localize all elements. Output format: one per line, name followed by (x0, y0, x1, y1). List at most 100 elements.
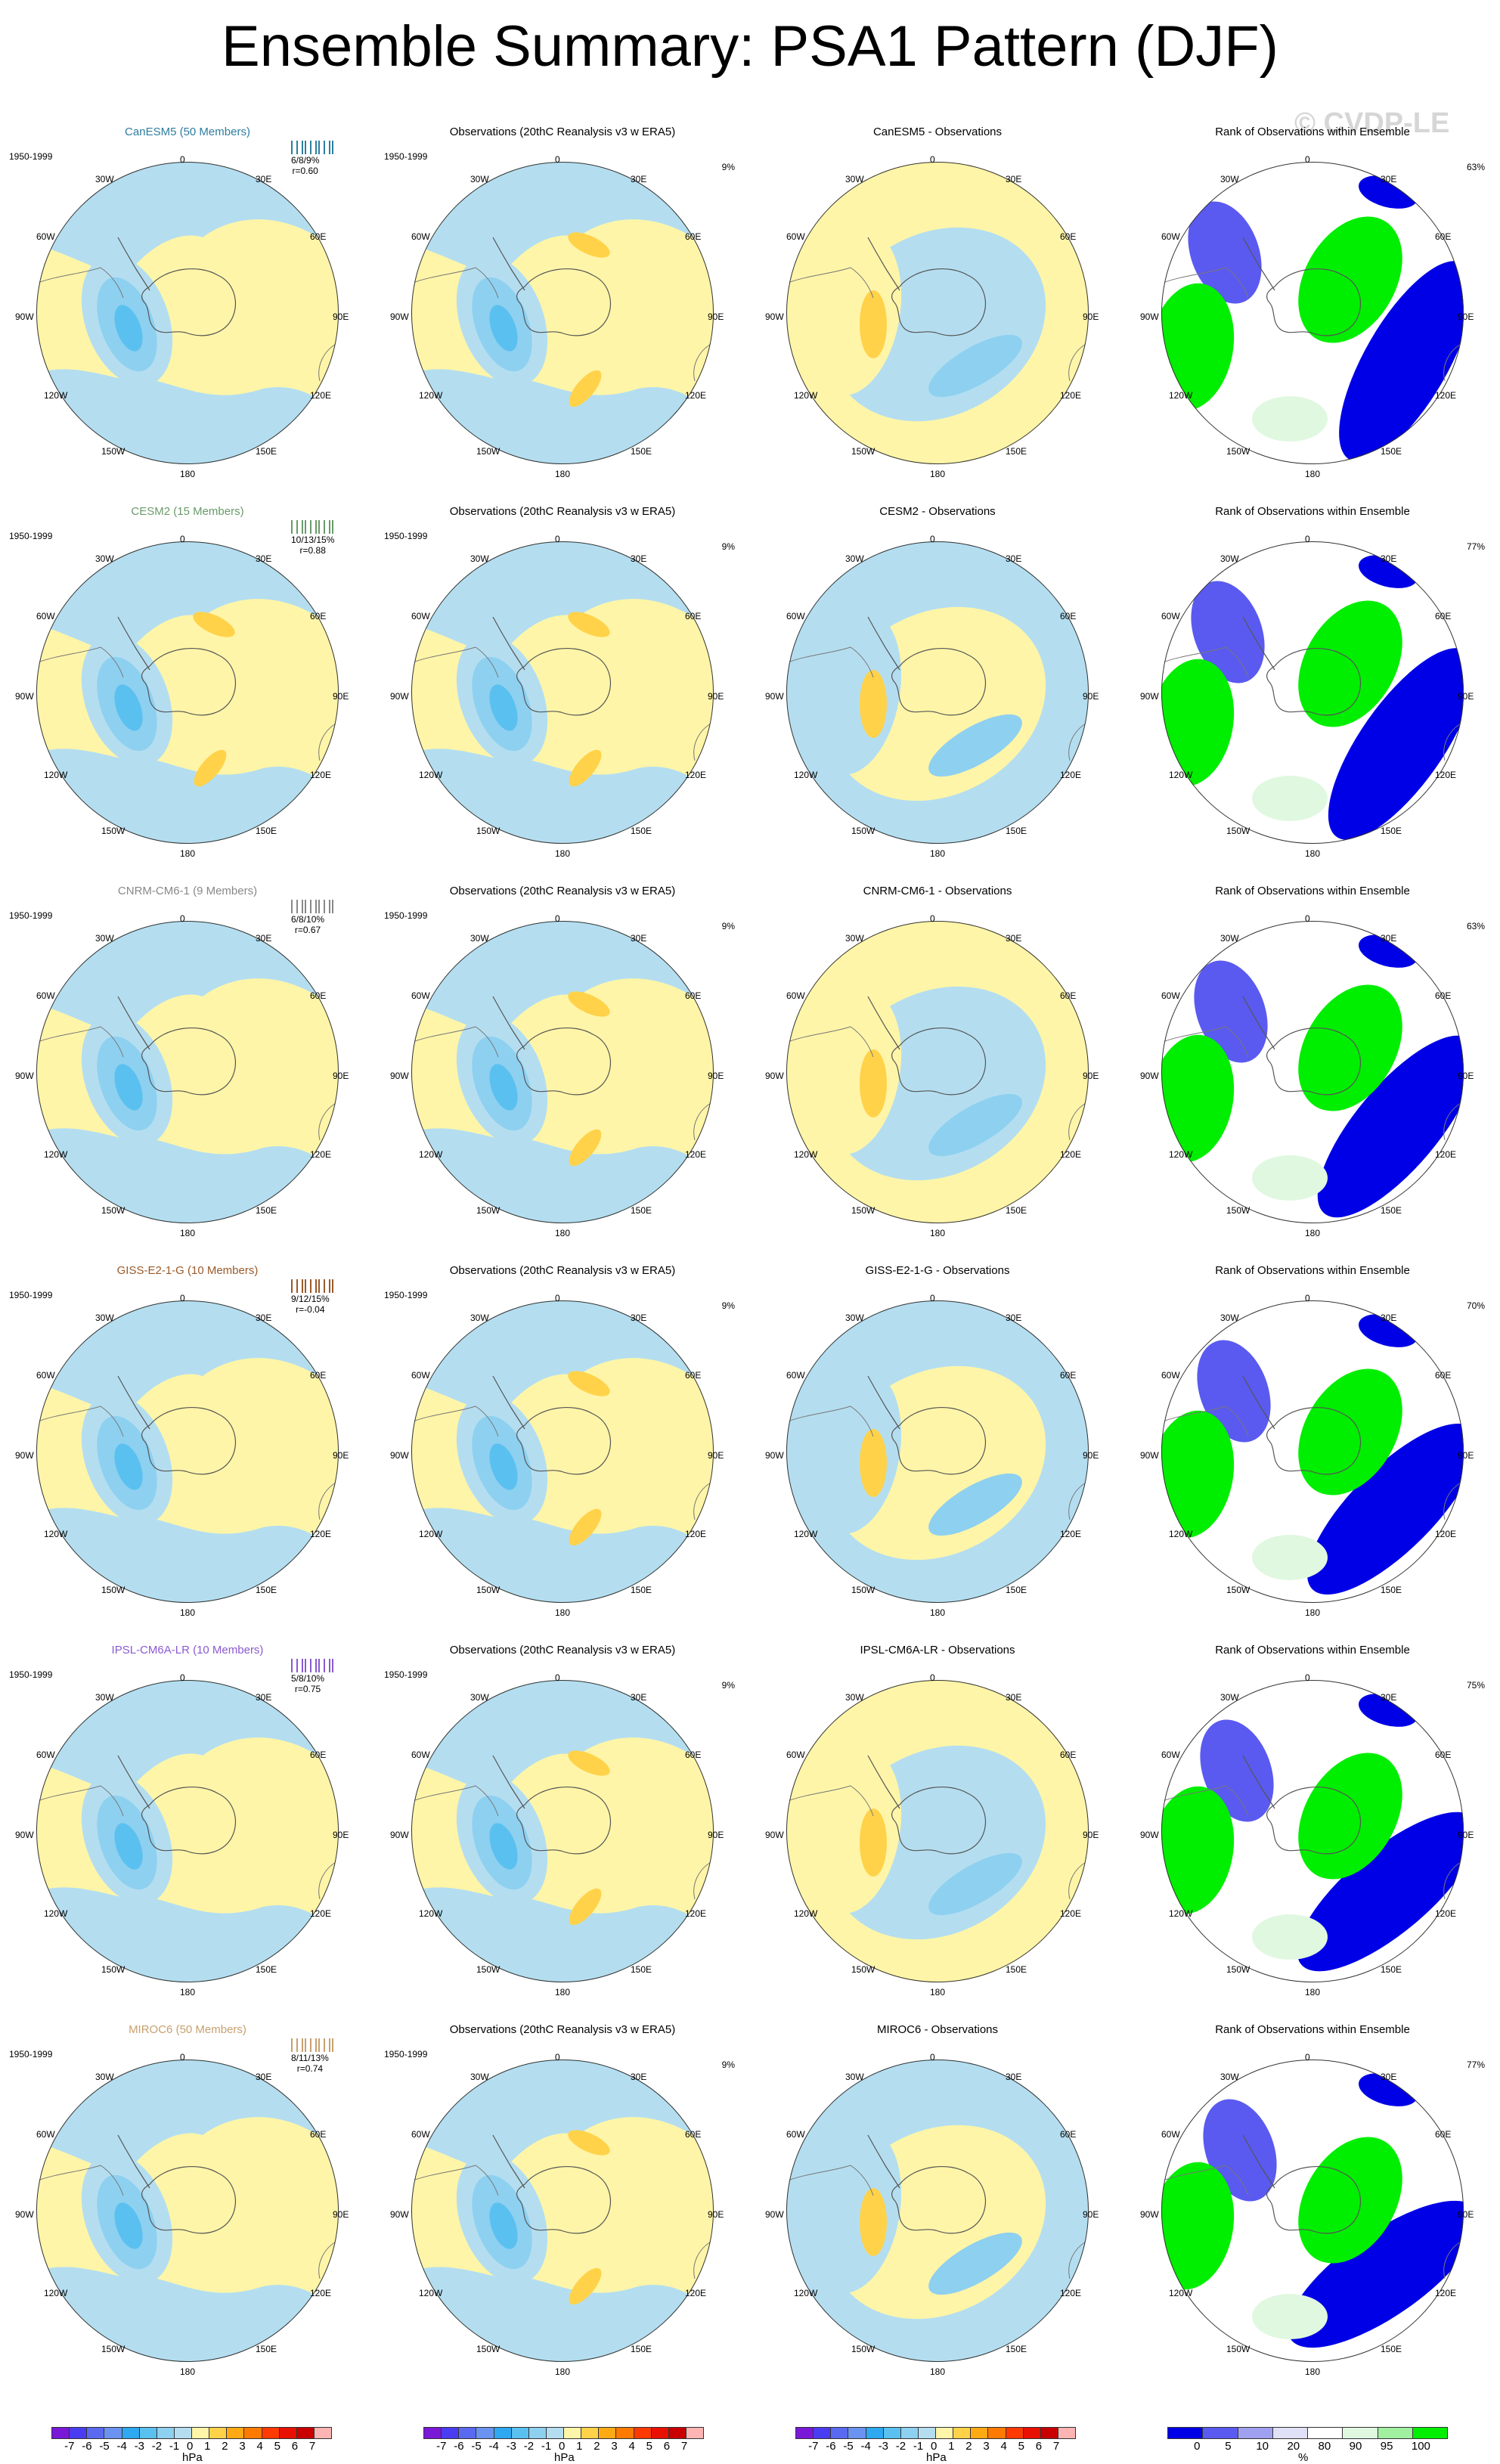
grid-label-l150: 150W (101, 1585, 126, 1595)
panel-title: Rank of Observations within Ensemble (1215, 2023, 1410, 2036)
anomaly-region (36, 162, 339, 275)
variance-percent: 9% (721, 1300, 735, 1311)
rank-panel: Rank of Observations within Ensemble 77% 0… (1125, 493, 1500, 872)
grid-label-r90: 90E (1083, 691, 1099, 702)
colorbar-swatch (633, 2427, 652, 2439)
polar-map (411, 2060, 714, 2366)
grid-label-r150: 150E (1381, 1585, 1402, 1595)
colorbar-swatch (458, 2427, 477, 2439)
rank-high-region (1298, 1368, 1402, 1495)
rank-map (1161, 921, 1464, 1223)
grid-label-r90: 90E (333, 311, 349, 322)
grid-label-l150: 150W (101, 2344, 126, 2354)
map-boundary (36, 2060, 339, 2362)
grid-label-r90: 90E (1458, 311, 1474, 322)
obs-map (411, 1680, 714, 1982)
grid-label-l30: 30W (845, 933, 864, 944)
grid-label-top: 0 (180, 2052, 185, 2063)
colorbar-swatch (138, 2427, 157, 2439)
grid-label-r90: 90E (708, 1830, 724, 1840)
negative-anomaly (489, 1823, 518, 1870)
rank-low-region (1339, 261, 1464, 462)
map-boundary (36, 1680, 339, 1982)
colorbar-swatch (156, 2427, 175, 2439)
stats-correlation: r=0.74 (296, 2063, 324, 2074)
map-boundary (1161, 921, 1464, 1223)
grid-label-bottom: 180 (180, 1607, 196, 1618)
antarctica-outline (1242, 237, 1361, 336)
colorbar-label: 7 (1052, 2440, 1060, 2453)
grid-label-top: 0 (180, 534, 185, 544)
grid-label-l30: 30W (1220, 553, 1239, 564)
polar-map (411, 921, 714, 1227)
polar-map (1161, 541, 1464, 848)
map-boundary (1161, 1680, 1464, 1982)
colorbar-swatch (493, 2427, 512, 2439)
grid-label-r90: 90E (333, 1071, 349, 1081)
grid-label-l90: 90W (390, 311, 409, 322)
colorbar-label: 3 (611, 2440, 618, 2453)
grid-label-top: 0 (1305, 913, 1310, 924)
rank-low-region (1317, 1035, 1464, 1218)
positive-anomaly (569, 1888, 602, 1926)
grid-label-l90: 90W (15, 1830, 34, 1840)
anomaly-region (411, 748, 714, 844)
anomaly-region (36, 1128, 339, 1223)
map-boundary (411, 162, 714, 464)
polar-map (36, 921, 339, 1227)
antarctica-outline (1242, 1755, 1361, 1855)
grid-label-r60: 60E (1060, 2129, 1077, 2140)
grid-label-l90: 90W (15, 691, 34, 702)
colorbar-label: 0 (931, 2440, 938, 2453)
page-title: Ensemble Summary: PSA1 Pattern (DJF) (222, 14, 1278, 79)
grid-label-l150: 150W (476, 2344, 501, 2354)
rank-high-region (1252, 1155, 1328, 1201)
member-tick (310, 1279, 311, 1293)
member-tick (302, 141, 303, 154)
positive-anomaly (568, 232, 610, 258)
grid-label-l60: 60W (36, 2129, 55, 2140)
colorbar-swatch (1342, 2427, 1378, 2439)
anomaly-region (36, 2060, 339, 2173)
colorbar-swatch (1057, 2427, 1076, 2439)
member-tick (324, 520, 325, 534)
negative-anomaly (928, 1852, 1022, 1916)
member-tick (329, 1659, 330, 1672)
rank-high-region (1252, 1914, 1328, 1960)
positive-anomaly (569, 370, 602, 408)
colorbar-label: 2 (965, 2440, 972, 2453)
diff-panel: CESM2 - Observations 0 30E 60E 90E 120E 150E 18… (750, 493, 1125, 872)
grid-label-r150: 150E (631, 1585, 652, 1595)
grid-label-l150: 150W (101, 826, 126, 836)
stats-correlation: r=0.60 (292, 166, 318, 176)
period-label: 1950-1999 (384, 1290, 428, 1300)
grid-label-l60: 60W (411, 611, 430, 621)
grid-label-r90: 90E (1083, 1450, 1099, 1461)
positive-anomaly (193, 612, 235, 637)
rank-high-region (1252, 2294, 1328, 2339)
grid-label-bottom: 180 (930, 1987, 946, 1998)
grid-label-l60: 60W (1161, 231, 1180, 242)
panel-title: Rank of Observations within Ensemble (1215, 126, 1410, 138)
obs-map (411, 541, 714, 844)
grid-label-r30: 30E (1381, 2072, 1397, 2082)
grid-label-l90: 90W (1140, 1450, 1159, 1461)
grid-label-l90: 90W (765, 691, 784, 702)
ensemble-stats: 6/8/9% r=0.60 (291, 155, 319, 176)
grid-label-r90: 90E (1458, 1450, 1474, 1461)
colorbar-label: 10 (1256, 2440, 1269, 2453)
grid-label-l120: 120W (794, 770, 818, 780)
obs-panel: Observations (20thC Reanalysis v3 w ERA5… (375, 1632, 750, 2011)
map-boundary (1161, 1300, 1464, 1603)
member-tick (315, 520, 317, 534)
colorbar-swatch (1005, 2427, 1024, 2439)
antarctica-outline (867, 2134, 986, 2234)
member-tick (305, 141, 306, 154)
colorbar-label: -6 (454, 2440, 464, 2453)
member-tick (296, 1279, 298, 1293)
grid-label-top: 0 (180, 913, 185, 924)
grid-label-top: 0 (930, 1672, 935, 1683)
grid-label-l30: 30W (470, 1313, 489, 1323)
grid-label-top: 0 (555, 1293, 560, 1303)
grid-label-r90: 90E (1083, 2209, 1099, 2220)
